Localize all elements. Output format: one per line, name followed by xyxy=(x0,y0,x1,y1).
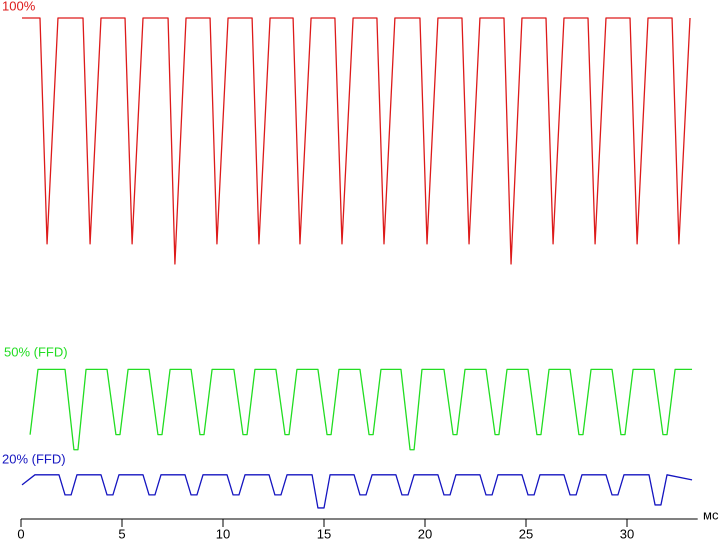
x-tick-label: 5 xyxy=(118,526,125,541)
series-label: 50% (FFD) xyxy=(4,344,68,359)
x-tick-label: 0 xyxy=(17,526,24,541)
x-tick-label: 25 xyxy=(519,526,533,541)
x-tick-label: 10 xyxy=(216,526,230,541)
x-tick-label: 15 xyxy=(317,526,331,541)
waveform xyxy=(21,474,693,509)
x-tick-label: 30 xyxy=(620,526,634,541)
waveform xyxy=(22,17,691,265)
x-axis-label: мс xyxy=(703,507,719,522)
x-tick-label: 20 xyxy=(418,526,432,541)
series-label: 20% (FFD) xyxy=(2,451,66,466)
waveform xyxy=(29,368,693,451)
series-label: 100% xyxy=(2,0,36,13)
